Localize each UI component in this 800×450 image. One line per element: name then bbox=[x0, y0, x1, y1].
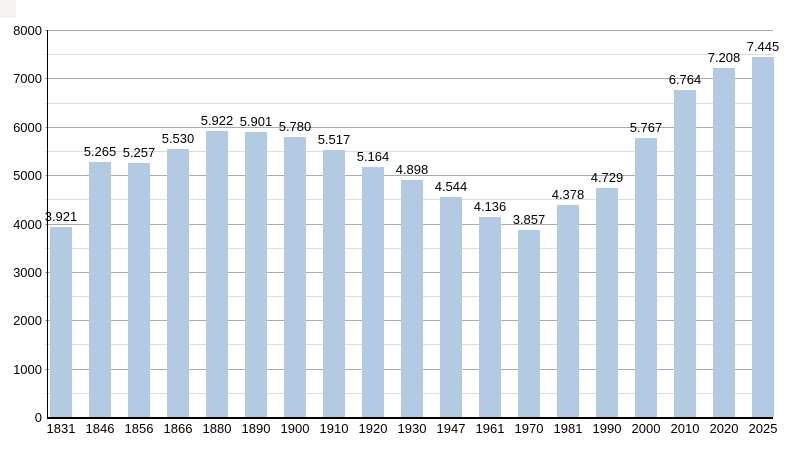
x-tick-label: 1846 bbox=[85, 421, 115, 436]
bar-value-label: 5.265 bbox=[83, 144, 117, 160]
x-tick-label: 1831 bbox=[46, 421, 76, 436]
x-tick-label: 2020 bbox=[709, 421, 739, 436]
bar-value-label: 6.764 bbox=[668, 71, 702, 87]
bar-1900 bbox=[284, 137, 306, 417]
y-tick-label: 1000 bbox=[13, 361, 42, 377]
y-tick-label: 3000 bbox=[13, 264, 42, 280]
corner-artifact bbox=[0, 0, 16, 18]
bar-value-label: 4.136 bbox=[473, 198, 507, 214]
x-tick-label: 2025 bbox=[748, 421, 778, 436]
bar-value-label: 4.898 bbox=[395, 162, 429, 178]
bar-1990 bbox=[596, 188, 618, 417]
bar-value-label: 7.208 bbox=[707, 50, 741, 66]
x-tick-label: 1900 bbox=[280, 421, 310, 436]
bar-1947 bbox=[440, 197, 462, 417]
bar-value-label: 5.901 bbox=[239, 113, 273, 129]
x-axis-line bbox=[46, 417, 773, 419]
gridline-minor bbox=[45, 102, 773, 104]
gridline-major bbox=[45, 126, 773, 128]
bar-value-label: 3.857 bbox=[512, 212, 546, 228]
x-tick-label: 1981 bbox=[553, 421, 583, 436]
bar-value-label: 5.257 bbox=[122, 144, 156, 160]
x-tick-label: 1880 bbox=[202, 421, 232, 436]
bar-1970 bbox=[518, 230, 540, 417]
bar-value-label: 5.767 bbox=[629, 120, 663, 136]
x-tick-label: 1930 bbox=[397, 421, 427, 436]
x-tick-label: 1920 bbox=[358, 421, 388, 436]
y-tick-label: 5000 bbox=[13, 168, 42, 184]
y-tick-label: 2000 bbox=[13, 313, 42, 329]
bar-value-label: 5.164 bbox=[356, 149, 390, 165]
bar-value-label: 5.530 bbox=[161, 131, 195, 147]
x-tick-label: 1970 bbox=[514, 421, 544, 436]
gridline-major bbox=[45, 30, 773, 31]
bar-value-label: 4.544 bbox=[434, 179, 468, 195]
gridline-minor bbox=[45, 54, 773, 56]
x-tick-label: 1890 bbox=[241, 421, 271, 436]
x-tick-label: 1856 bbox=[124, 421, 154, 436]
gridline-minor bbox=[45, 150, 773, 152]
bar-1856 bbox=[128, 162, 150, 417]
bar-1866 bbox=[167, 149, 189, 417]
y-tick-label: 6000 bbox=[13, 119, 42, 135]
x-tick-label: 1866 bbox=[163, 421, 193, 436]
bar-1920 bbox=[362, 167, 384, 417]
bar-1846 bbox=[89, 162, 111, 417]
bar-1880 bbox=[206, 130, 228, 417]
x-tick-label: 1910 bbox=[319, 421, 349, 436]
bar-value-label: 4.378 bbox=[551, 187, 585, 203]
x-tick-label: 1990 bbox=[592, 421, 622, 436]
bar-2010 bbox=[674, 89, 696, 417]
bar-1961 bbox=[479, 216, 501, 417]
y-tick-label: 8000 bbox=[13, 23, 42, 38]
x-tick-label: 2010 bbox=[670, 421, 700, 436]
bar-1981 bbox=[557, 205, 579, 417]
bar-value-label: 5.922 bbox=[200, 112, 234, 128]
bar-2000 bbox=[635, 138, 657, 417]
bar-2025 bbox=[752, 56, 774, 417]
bar-1930 bbox=[401, 180, 423, 417]
bar-value-label: 7.445 bbox=[746, 38, 780, 54]
bar-1831 bbox=[50, 227, 72, 417]
y-tick-label: 0 bbox=[34, 410, 42, 425]
bar-2020 bbox=[713, 68, 735, 417]
bar-value-label: 5.517 bbox=[317, 132, 351, 148]
y-tick-label: 7000 bbox=[13, 71, 42, 87]
gridline-major bbox=[45, 78, 773, 80]
y-axis-line bbox=[46, 30, 48, 419]
bar-value-label: 5.780 bbox=[278, 119, 312, 135]
x-tick-label: 2000 bbox=[631, 421, 661, 436]
gridline-major bbox=[45, 175, 773, 177]
bar-1910 bbox=[323, 150, 345, 417]
bar-value-label: 4.729 bbox=[590, 170, 624, 186]
bar-value-label: 3.921 bbox=[44, 209, 78, 225]
bar-1890 bbox=[245, 131, 267, 417]
x-tick-label: 1961 bbox=[475, 421, 505, 436]
x-tick-label: 1947 bbox=[436, 421, 466, 436]
y-tick-label: 4000 bbox=[13, 216, 42, 232]
